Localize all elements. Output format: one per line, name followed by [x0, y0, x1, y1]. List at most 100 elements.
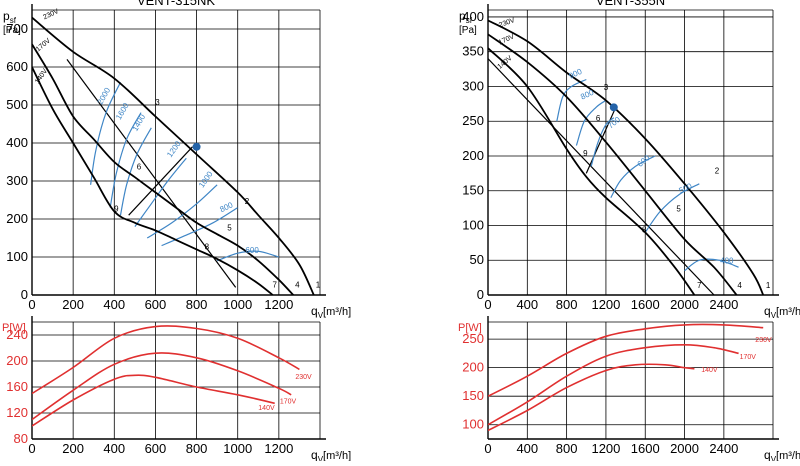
system-line-1 — [128, 146, 193, 216]
rpm-curve-800 — [575, 99, 607, 146]
point-number-label: 7 — [273, 280, 278, 289]
point-number-label: 6 — [137, 163, 142, 172]
point-number-label: 3 — [604, 83, 609, 92]
x-tick-label: 600 — [145, 441, 167, 456]
x-tick-label: 1600 — [631, 441, 660, 456]
y-axis-label: P[W] — [458, 322, 482, 334]
curves — [32, 16, 315, 295]
point-number-label: 8 — [642, 225, 647, 234]
series-line-170V — [32, 352, 292, 421]
rpm-label: 600 — [245, 246, 259, 255]
series-label: 170V — [740, 354, 757, 361]
y-tick-label: 150 — [462, 183, 484, 198]
x-tick-label: 1600 — [631, 297, 660, 312]
point-number-label: 1 — [766, 281, 771, 290]
y-tick-label: 100 — [6, 249, 28, 264]
x-tick-label: 2400 — [709, 441, 738, 456]
series-line-170V — [488, 343, 739, 426]
series-line-170V — [32, 43, 294, 295]
rpm-curve-600 — [610, 155, 656, 199]
point-number-label: 2 — [715, 166, 720, 175]
rpm-label: 1400 — [131, 112, 148, 132]
x-axis-label-main: q — [311, 448, 318, 461]
y-tick-label: 350 — [462, 44, 484, 59]
curves — [488, 323, 764, 432]
curves — [32, 325, 300, 427]
point-number-label: 8 — [205, 242, 210, 251]
x-axis-label: qV[m³/h] — [311, 304, 351, 320]
operating-point-marker — [192, 142, 201, 151]
series-line-230V — [488, 323, 764, 397]
curves — [488, 19, 765, 295]
y-tick-label: 400 — [462, 9, 484, 24]
series-label: 170V — [498, 33, 516, 46]
x-axis-label-main: q — [764, 448, 771, 461]
y-tick-label: 250 — [462, 331, 484, 346]
operating-point-marker — [609, 103, 618, 112]
y-tick-label: 80 — [14, 431, 28, 446]
series-line-140V — [32, 66, 274, 295]
x-tick-label: 2400 — [709, 297, 738, 312]
point-number-label: 4 — [737, 281, 742, 290]
series-label: 230V — [498, 17, 516, 29]
y-tick-label: 100 — [462, 217, 484, 232]
series-line-140V — [488, 47, 696, 295]
y-tick-label: 600 — [6, 59, 28, 74]
y-axis-label: psf — [3, 9, 17, 25]
chart-title: VENT-315NK — [137, 0, 215, 8]
y-axis-label: psf — [459, 9, 473, 25]
series-label: 140V — [258, 405, 275, 412]
x-tick-label: 1000 — [223, 297, 252, 312]
rpm-label: 900 — [567, 67, 583, 81]
x-tick-label: 600 — [145, 297, 167, 312]
rpm-label: 600 — [636, 153, 652, 169]
x-axis-label: qV[m³/h] — [764, 304, 800, 320]
rpm-label: 1600 — [114, 101, 131, 121]
y-tick-label: 50 — [470, 252, 484, 267]
y-axis-label-main: p — [3, 9, 10, 23]
series-label: 230V — [755, 337, 772, 344]
rpm-curve-1600 — [109, 112, 142, 208]
rpm-curve-1400 — [119, 127, 152, 216]
series-label: 140V — [701, 367, 718, 374]
x-tick-label: 200 — [62, 297, 84, 312]
y-axis-label: P[W] — [2, 322, 26, 334]
x-tick-label: 200 — [62, 441, 84, 456]
series-line-140V — [32, 374, 275, 427]
rpm-label: 800 — [218, 200, 234, 214]
rpm-label: 400 — [720, 257, 734, 266]
rpm-curve-600 — [216, 250, 280, 262]
series-label: 230V — [295, 374, 312, 381]
y-tick-label: 400 — [6, 135, 28, 150]
y-axis-label-main: p — [459, 9, 466, 23]
grid — [487, 9, 774, 296]
series-label: 170V — [280, 398, 297, 405]
y-tick-label: 160 — [6, 379, 28, 394]
rpm-label: 800 — [579, 87, 595, 101]
system-line-0 — [66, 59, 237, 288]
grid — [31, 9, 321, 296]
rpm-curve-800 — [161, 207, 239, 247]
x-tick-label: 0 — [28, 441, 35, 456]
grid — [31, 321, 321, 440]
y-tick-label: 240 — [6, 327, 28, 342]
y-tick-label: 100 — [462, 417, 484, 432]
x-axis-label-sub: V — [318, 311, 324, 320]
point-number-label: 9 — [114, 204, 119, 213]
series-line-230V — [32, 325, 300, 395]
point-number-label: 5 — [676, 205, 681, 214]
y-tick-label: 200 — [6, 353, 28, 368]
point-number-label: 2 — [245, 197, 250, 206]
x-tick-label: 1200 — [264, 297, 293, 312]
y-tick-label: 500 — [6, 97, 28, 112]
x-tick-label: 2000 — [670, 441, 699, 456]
series-line-170V — [488, 33, 738, 295]
y-tick-label: 120 — [6, 405, 28, 420]
rpm-label: 700 — [606, 115, 622, 131]
y-tick-label: 200 — [462, 148, 484, 163]
x-tick-label: 400 — [103, 297, 125, 312]
rpm-curve-400 — [684, 258, 739, 272]
point-number-label: 1 — [316, 280, 321, 289]
x-tick-label: 400 — [516, 297, 538, 312]
